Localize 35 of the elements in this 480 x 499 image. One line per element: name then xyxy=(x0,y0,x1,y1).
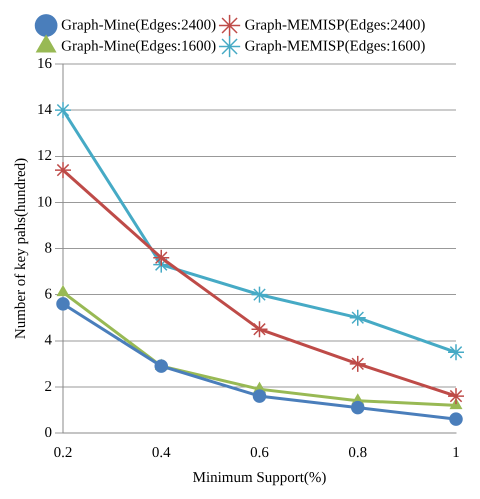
y-tick-label: 6 xyxy=(44,286,52,303)
x-tick-label: 0.2 xyxy=(54,444,72,461)
point xyxy=(252,389,266,403)
x-tick-label: 0.4 xyxy=(152,444,172,461)
y-tick-label: 12 xyxy=(37,148,52,164)
y-tick-label: 8 xyxy=(44,240,52,256)
point xyxy=(54,161,72,179)
legend-label: Graph-Mine(Edges:2400) xyxy=(61,17,216,34)
point xyxy=(447,344,465,362)
point xyxy=(250,286,268,304)
y-tick-label: 16 xyxy=(37,56,52,72)
legend-label: Graph-MEMISP(Edges:1600) xyxy=(244,38,426,54)
x-tick-label: 1 xyxy=(452,444,460,461)
legend-label: Graph-Mine(Edges:1600) xyxy=(61,38,216,54)
y-tick-label: 14 xyxy=(37,102,52,118)
y-tick-label: 0 xyxy=(44,424,52,441)
point xyxy=(447,387,465,405)
x-axis-title: Minimum Support(%) xyxy=(192,470,326,486)
point xyxy=(351,400,364,414)
point xyxy=(349,355,366,373)
point xyxy=(250,320,268,338)
y-tick-label: 4 xyxy=(44,332,52,349)
y-tick-label: 2 xyxy=(44,378,52,395)
point xyxy=(449,412,463,426)
point xyxy=(54,101,72,119)
x-tick-label: 0.6 xyxy=(250,444,270,461)
y-tick-label: 10 xyxy=(37,194,52,210)
point xyxy=(154,359,168,373)
x-tick-label: 0.8 xyxy=(348,444,368,461)
point xyxy=(152,248,170,266)
point xyxy=(57,286,69,296)
y-axis-title: Number of key pahs(hundred) xyxy=(12,158,29,340)
legend-label: Graph-MEMISP(Edges:2400) xyxy=(244,17,426,34)
point xyxy=(349,308,366,326)
point xyxy=(56,297,70,311)
